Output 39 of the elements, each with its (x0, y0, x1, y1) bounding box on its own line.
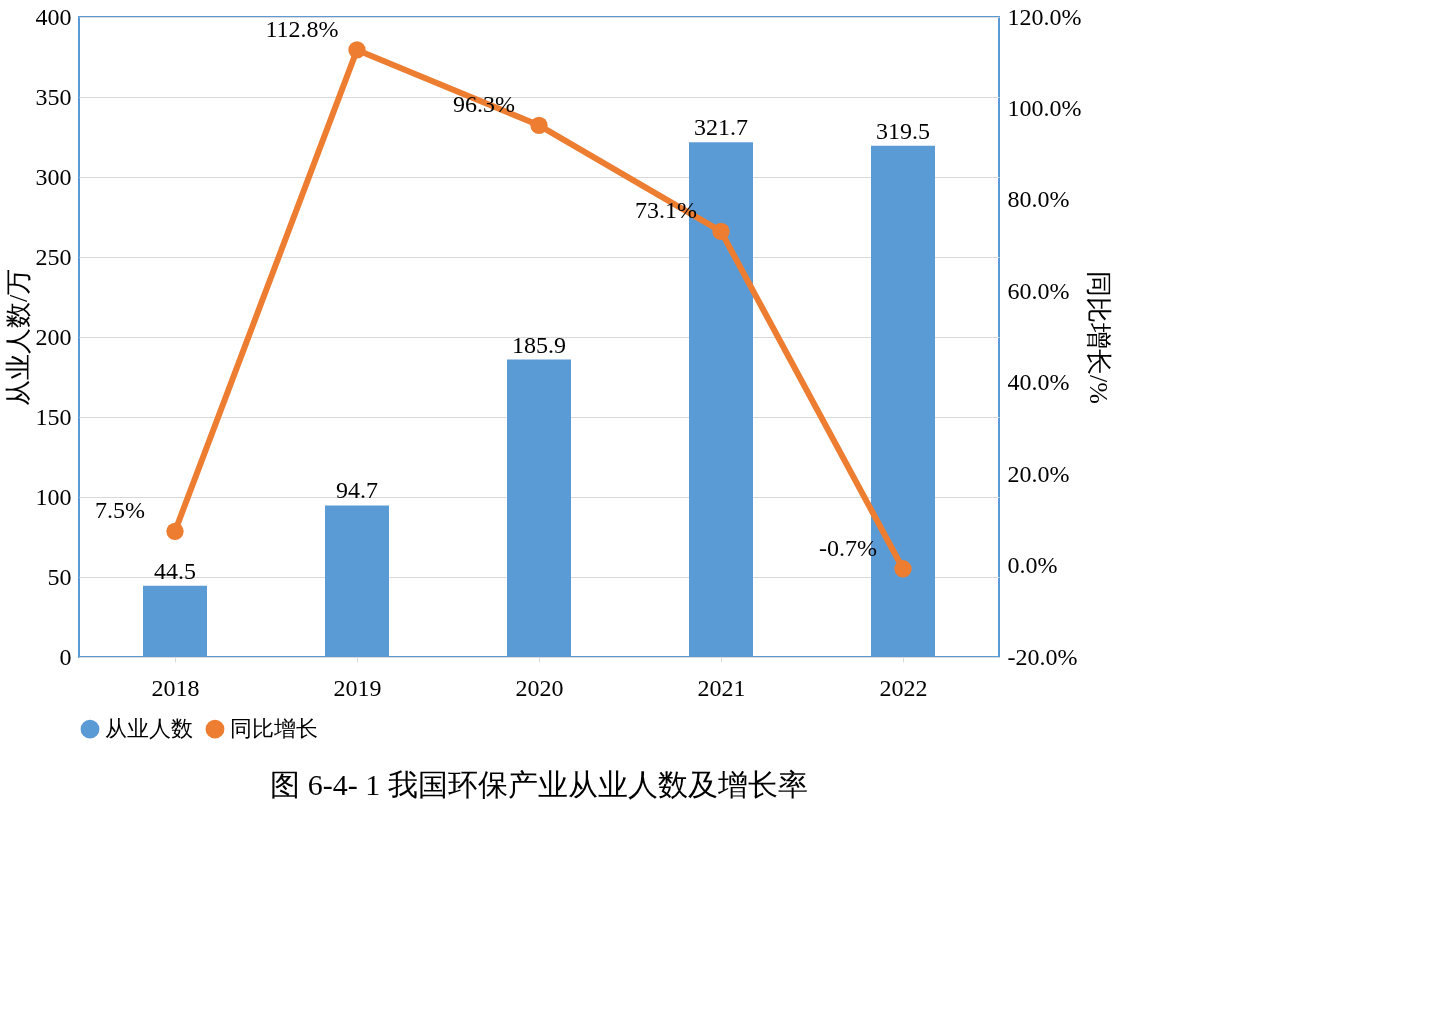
legend-label: 从业人数 (105, 716, 193, 742)
point (894, 560, 912, 578)
y2-tick-label: 100.0% (1007, 94, 1082, 121)
data-label: 44.5 (154, 557, 196, 584)
x-tick-label: 2022 (879, 674, 928, 701)
y-tick-label: 50 (47, 563, 72, 590)
y-tick-label: 250 (35, 243, 72, 270)
y-tick-label: 300 (35, 163, 72, 190)
y2-tick-label: 60.0% (1007, 277, 1070, 304)
data-label: 7.5% (95, 497, 145, 524)
x-tick-label: 2021 (697, 674, 746, 701)
point (530, 116, 548, 134)
y2-axis-title: 同比增长/% (1084, 271, 1114, 404)
y2-tick-label: 0.0% (1007, 552, 1058, 579)
x-tick-label: 2018 (151, 674, 200, 701)
y-tick-label: 350 (35, 83, 72, 110)
point (348, 41, 366, 59)
y2-tick-label: 20.0% (1007, 460, 1070, 487)
y-tick-label: 0 (59, 643, 72, 670)
text: 图 6-4- 1 我国环保产业从业人数及增长率 (270, 768, 808, 801)
point (166, 522, 184, 540)
data-label: 321.7 (694, 114, 748, 141)
y-axis-title: 从业人数/万 (3, 268, 33, 407)
y-tick-label: 200 (35, 323, 72, 350)
y2-tick-label: 40.0% (1007, 369, 1070, 396)
y2-tick-label: -20.0% (1007, 643, 1078, 670)
point (712, 222, 730, 241)
data-label: 185.9 (512, 331, 566, 358)
data-label: 94.7 (336, 477, 378, 504)
y2-tick-label: 80.0% (1007, 186, 1070, 213)
y-tick-label: 150 (35, 403, 72, 430)
legend-label: 同比增长 (230, 716, 318, 742)
data-label: 112.8% (265, 15, 339, 42)
x-tick-label: 2019 (333, 674, 382, 701)
y-tick-label: 100 (35, 483, 72, 510)
data-label: 319.5 (876, 117, 930, 144)
y2-tick-label: 120.0% (1007, 3, 1082, 30)
y-tick-label: 400 (35, 3, 72, 30)
x-tick-label: 2020 (515, 674, 564, 701)
